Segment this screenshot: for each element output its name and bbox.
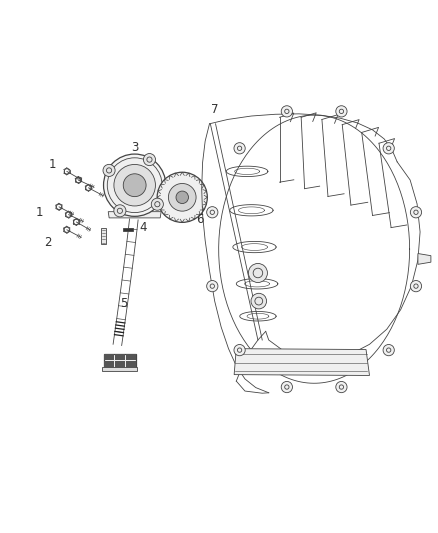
Circle shape [114, 205, 126, 217]
Circle shape [383, 344, 394, 356]
Circle shape [336, 106, 347, 117]
Text: 7: 7 [211, 103, 219, 116]
Circle shape [157, 172, 207, 222]
Circle shape [234, 143, 245, 154]
Circle shape [107, 158, 162, 213]
Text: 6: 6 [196, 213, 203, 227]
Circle shape [248, 263, 268, 282]
Bar [104, 361, 114, 368]
Polygon shape [234, 349, 370, 375]
Circle shape [410, 280, 422, 292]
Circle shape [151, 198, 163, 210]
Text: 1: 1 [36, 206, 43, 219]
Circle shape [410, 207, 422, 218]
Circle shape [123, 174, 146, 197]
Bar [101, 228, 106, 245]
Circle shape [336, 382, 347, 393]
Bar [126, 361, 136, 368]
Circle shape [168, 183, 196, 211]
Text: 1: 1 [49, 158, 56, 172]
Circle shape [103, 164, 115, 176]
Circle shape [176, 191, 188, 204]
Bar [126, 354, 136, 360]
Circle shape [143, 154, 155, 166]
Circle shape [207, 280, 218, 292]
Circle shape [281, 106, 293, 117]
Bar [104, 354, 114, 360]
Circle shape [281, 382, 293, 393]
Text: 5: 5 [120, 297, 127, 310]
Circle shape [114, 165, 155, 206]
Polygon shape [108, 212, 161, 218]
Bar [115, 361, 125, 368]
Text: 4: 4 [140, 221, 147, 234]
Bar [123, 228, 133, 231]
Circle shape [234, 344, 245, 356]
Polygon shape [418, 254, 431, 264]
Circle shape [103, 154, 166, 216]
Circle shape [207, 207, 218, 218]
Text: 2: 2 [44, 236, 52, 249]
Bar [115, 354, 125, 360]
Text: 3: 3 [131, 141, 138, 154]
Circle shape [251, 293, 267, 309]
Circle shape [383, 143, 394, 154]
Bar [104, 353, 136, 368]
Bar [102, 367, 138, 371]
